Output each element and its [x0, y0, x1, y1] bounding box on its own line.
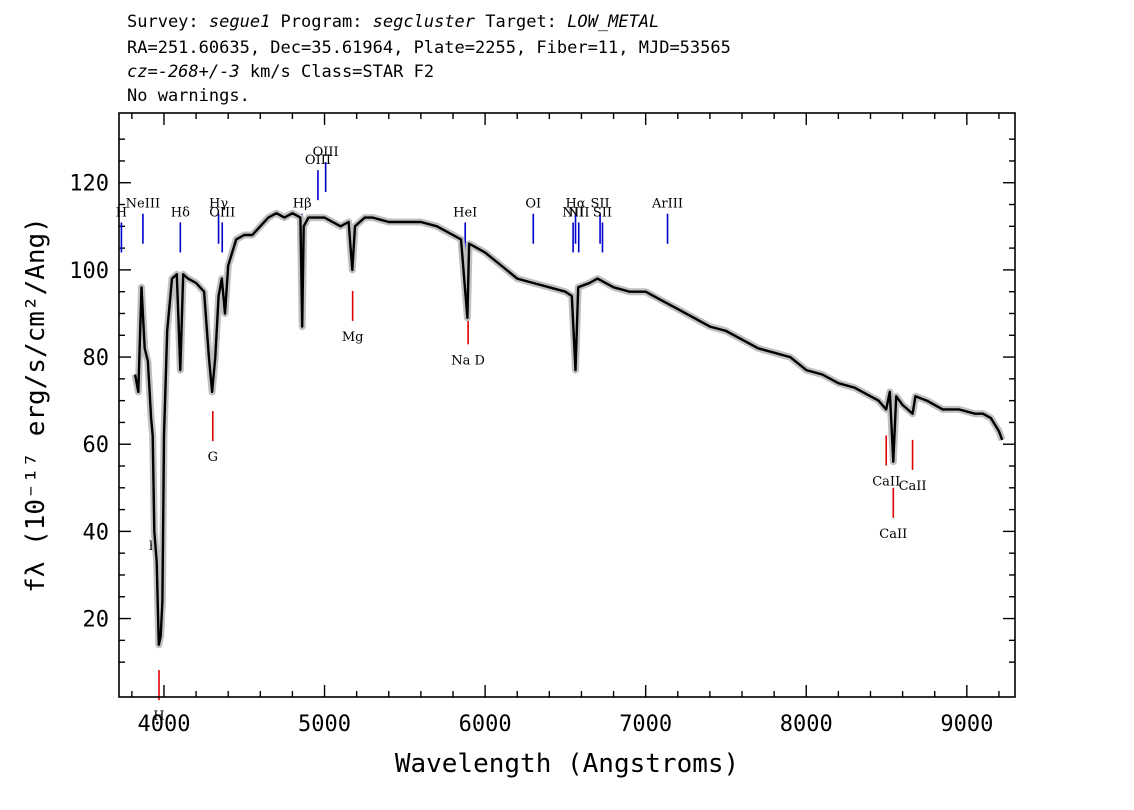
emission-line-label: OIII: [209, 205, 235, 220]
tick-labels: 4000 5000 6000 7000 8000 9000 20 40 60 80 100 120: [69, 172, 993, 737]
absorption-line-label: Mg: [342, 330, 364, 345]
emission-line-label: Hβ: [293, 197, 312, 212]
emission-line-label: NII: [562, 205, 584, 220]
y-tick-label: 40: [83, 520, 110, 545]
y-tick-label: 20: [83, 608, 110, 633]
x-axis-label: Wavelength (Angstroms): [395, 749, 739, 779]
header-line-survey: Survey: segue1 Program: segcluster Targe…: [127, 12, 659, 32]
error-band: [131, 209, 1006, 649]
x-tick-label: 8000: [780, 712, 833, 737]
program-label: Program:: [270, 12, 373, 32]
survey-value: segue1: [208, 12, 271, 32]
emission-line-label: NII: [568, 205, 590, 220]
header-line-warnings: No warnings.: [127, 86, 250, 106]
absorption-line-label: H: [153, 709, 164, 724]
emission-line-label: HeI: [453, 205, 477, 220]
program-value: segcluster: [372, 12, 476, 32]
y-tick-label: 120: [69, 172, 109, 197]
spectral-line-markers: HNeIIIHδHγOIIIHβOIIIOIIIHeIOINIIHαNIISII…: [116, 145, 927, 724]
y-tick-label: 60: [83, 433, 110, 458]
target-value: LOW_METAL: [567, 12, 660, 32]
absorption-line-label: Na D: [451, 353, 485, 368]
y-tick-label: 80: [83, 346, 110, 371]
header-line-coordinates: RA=251.60635, Dec=35.61964, Plate=2255, …: [127, 38, 731, 58]
plot-frame: [118, 112, 1016, 698]
class-value: km/s Class=STAR F2: [239, 62, 435, 82]
absorption-line-label: CaII: [872, 475, 900, 490]
emission-line-label: OIII: [313, 145, 339, 160]
x-tick-label: 5000: [298, 712, 351, 737]
emission-line-label: SII: [590, 197, 609, 212]
axis-ticks: [119, 113, 1015, 697]
emission-line-label: Hγ: [209, 197, 228, 212]
x-tick-label: 9000: [940, 712, 993, 737]
x-tick-label: 4000: [137, 712, 190, 737]
absorption-line-label: G: [208, 450, 218, 465]
cz-value: cz=-268+/-3: [127, 62, 240, 82]
emission-line-label: OIII: [305, 153, 331, 168]
emission-line-label: SII: [593, 205, 612, 220]
emission-line-label: Hδ: [171, 205, 190, 220]
x-tick-label: 7000: [619, 712, 672, 737]
y-tick-label: 100: [69, 259, 109, 284]
spectrum-line: [133, 212, 1004, 646]
absorption-line-label: CaII: [879, 527, 907, 542]
emission-line-label: Hα: [565, 197, 585, 212]
survey-label: Survey:: [127, 12, 209, 32]
absorption-line-label: CaII: [899, 479, 927, 494]
header-line-redshift: cz=-268+/-3 km/s Class=STAR F2: [127, 62, 434, 82]
x-tick-label: 6000: [459, 712, 512, 737]
emission-line-label: OI: [525, 197, 541, 212]
target-label: Target:: [475, 12, 568, 32]
y-axis-label: fλ (10⁻¹⁷ erg/s/cm²/Ang): [21, 217, 51, 593]
emission-line-label: H: [116, 205, 127, 220]
emission-line-label: NeIII: [126, 197, 160, 212]
emission-line-label: ArIII: [651, 197, 683, 212]
